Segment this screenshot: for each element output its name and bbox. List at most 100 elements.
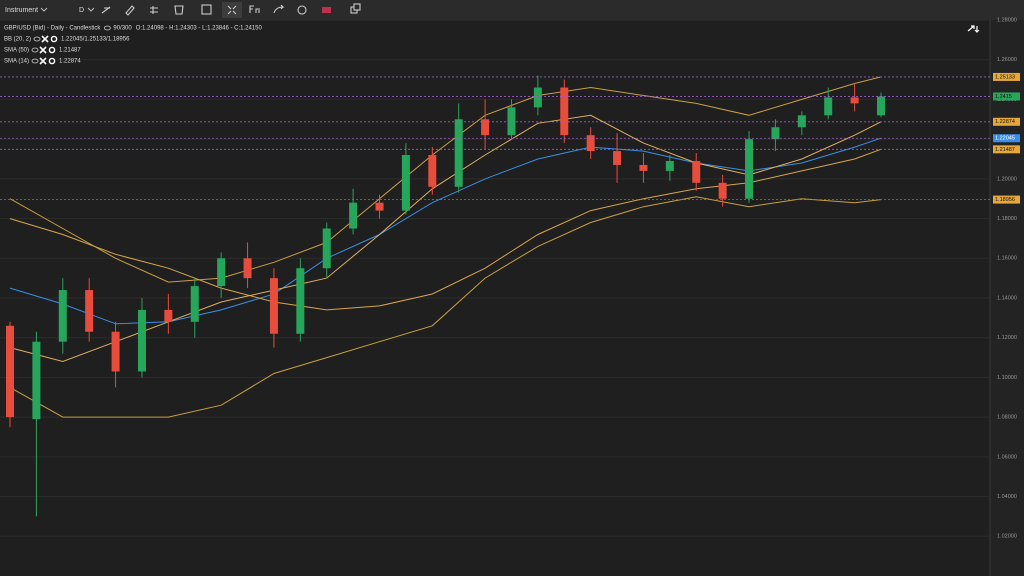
- indicator-name: SMA (50): [4, 48, 29, 54]
- share-tool[interactable]: [273, 4, 285, 14]
- ruler-tool[interactable]: [125, 5, 135, 16]
- y-tick-label: 1.14000: [997, 295, 1017, 301]
- price-axis: [990, 20, 1024, 576]
- candle-body: [164, 309, 173, 322]
- settings-icon[interactable]: [50, 35, 58, 43]
- instrument-menu[interactable]: Instrument: [5, 7, 38, 14]
- candle-body: [322, 228, 331, 269]
- y-tick-label: 1.16000: [997, 256, 1017, 262]
- candle-body: [639, 164, 648, 171]
- y-tick-label: 1.12000: [997, 335, 1017, 341]
- candle-body: [850, 97, 859, 104]
- y-tick-label: 1.04000: [997, 494, 1017, 500]
- fullscreen-tool[interactable]: [227, 5, 237, 15]
- remove-icon[interactable]: [39, 57, 47, 65]
- candle-body: [797, 115, 806, 128]
- y-tick-label: 1.20000: [997, 176, 1017, 182]
- y-tick-label: 1.18000: [997, 216, 1017, 222]
- candle-body: [111, 331, 120, 372]
- candle-body: [428, 155, 437, 187]
- candle-body: [375, 202, 384, 211]
- visibility-icon[interactable]: [33, 36, 41, 42]
- candle-body: [296, 268, 305, 334]
- legend: GBP/USD (Bid) - Daily - Candlestick 90/3…: [4, 26, 262, 65]
- level-label-bg: [993, 72, 1020, 81]
- level-label: 1.21487: [995, 147, 1015, 153]
- indicator-line: [9, 196, 882, 418]
- candle-body: [32, 341, 41, 420]
- y-tick-label: 1.08000: [997, 415, 1017, 421]
- toolbar-icons[interactable]: [101, 2, 361, 18]
- y-tick-label: 1.02000: [997, 534, 1017, 540]
- candle-body: [665, 160, 674, 171]
- level-label: 1.22874: [995, 119, 1015, 125]
- candle-body: [243, 258, 252, 279]
- candle-body: [190, 286, 199, 322]
- bar-count: 90/300: [113, 26, 132, 32]
- menu-caret: [87, 7, 95, 12]
- candle-body: [745, 139, 754, 199]
- indicator-line: [9, 148, 882, 311]
- candle-body: [454, 119, 463, 187]
- y-tick-label: 1.26000: [997, 57, 1017, 63]
- language-flag[interactable]: [322, 7, 331, 13]
- candle-body: [824, 97, 833, 116]
- candle-body: [269, 278, 278, 334]
- level-label-bg: [993, 117, 1020, 126]
- candle-body: [586, 135, 595, 152]
- candle-body: [560, 87, 569, 136]
- level-label-bg: [993, 92, 1020, 101]
- level-label: 1.25133: [995, 74, 1015, 80]
- level-label-bg: [993, 145, 1020, 154]
- settings-icon[interactable]: [48, 57, 56, 65]
- candle-body: [6, 325, 14, 418]
- theme-tool[interactable]: [297, 5, 307, 15]
- chart-title: GBP/USD (Bid) - Daily - Candlestick: [4, 26, 101, 32]
- indicator-name: SMA (14): [4, 59, 29, 65]
- remove-icon[interactable]: [39, 46, 47, 54]
- level-label-bg: [993, 195, 1020, 204]
- visibility-icon[interactable]: [103, 25, 111, 31]
- candle-body: [217, 258, 226, 287]
- layout-tool[interactable]: [201, 4, 212, 15]
- y-tick-label: 1.28000: [997, 17, 1017, 23]
- indicator-name: BB (20, 2): [4, 37, 31, 43]
- menu-caret: [40, 7, 48, 12]
- delete-tool[interactable]: [174, 5, 184, 15]
- candle-body: [613, 151, 622, 165]
- candle-body: [401, 155, 410, 211]
- indicator-value: 1.21487: [59, 48, 81, 54]
- plot-area: 1.02000 1.04000 1.06000 1.08000 1.10000 1.120…: [0, 17, 1020, 540]
- candle-body: [692, 160, 701, 183]
- period-menu[interactable]: D: [79, 7, 84, 14]
- candle-body: [533, 87, 542, 108]
- draw-line-tool[interactable]: [101, 6, 111, 14]
- y-tick-label: 1.10000: [997, 375, 1017, 381]
- y-tick-label: 1.06000: [997, 454, 1017, 460]
- visibility-icon[interactable]: [31, 47, 39, 53]
- level-label-bg: [993, 134, 1020, 143]
- candle-body: [718, 182, 727, 199]
- candle-body: [771, 127, 780, 140]
- settings-icon[interactable]: [48, 46, 56, 54]
- toolbar: [0, 0, 1024, 20]
- candle-body: [85, 290, 94, 332]
- candle-body: [137, 309, 146, 372]
- level-label: 1.2415: [995, 94, 1012, 100]
- candle-body: [877, 96, 885, 116]
- chart-tools[interactable]: [967, 25, 980, 33]
- candle-body: [481, 119, 490, 136]
- ohlc-values: O:1.24098 - H:1.24303 - L:1.23846 - C:1.…: [136, 26, 263, 32]
- visibility-icon[interactable]: [31, 58, 39, 64]
- chart-type-tool[interactable]: [249, 5, 260, 13]
- fib-tool[interactable]: [150, 6, 158, 14]
- level-label: 1.18956: [995, 197, 1015, 203]
- candle-body: [507, 107, 516, 136]
- window-tool[interactable]: [353, 3, 361, 11]
- remove-icon[interactable]: [41, 35, 49, 43]
- candle-body: [58, 290, 67, 342]
- active-tool-bg[interactable]: [222, 2, 242, 18]
